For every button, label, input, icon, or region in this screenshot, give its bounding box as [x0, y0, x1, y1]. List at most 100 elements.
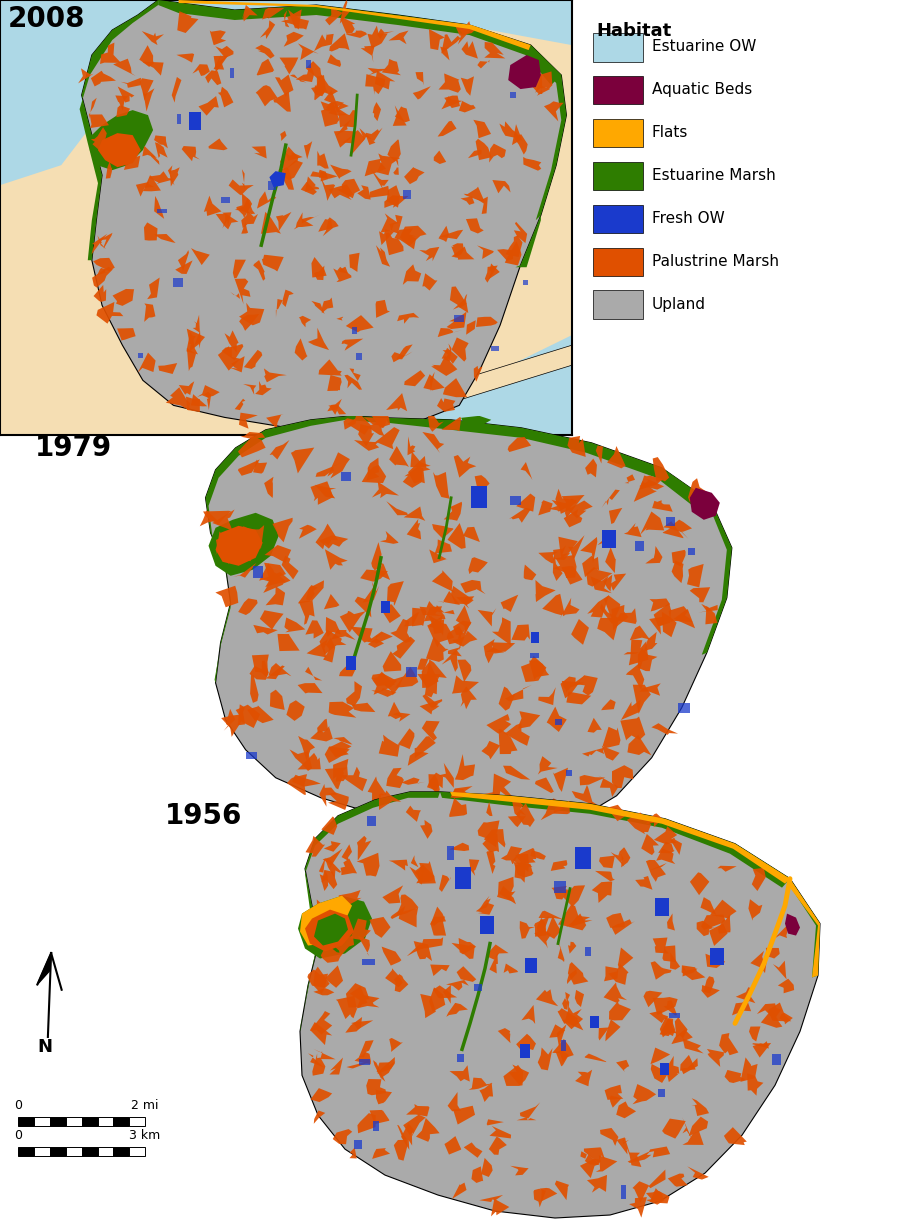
- Polygon shape: [320, 870, 328, 892]
- Polygon shape: [473, 366, 482, 382]
- Polygon shape: [500, 121, 521, 139]
- Polygon shape: [633, 1084, 656, 1104]
- Polygon shape: [641, 834, 659, 855]
- Polygon shape: [205, 416, 732, 833]
- Polygon shape: [349, 368, 361, 380]
- Polygon shape: [432, 570, 454, 593]
- Polygon shape: [408, 456, 430, 483]
- Polygon shape: [276, 212, 292, 231]
- Polygon shape: [256, 45, 274, 59]
- Bar: [253, 566, 264, 577]
- Bar: [554, 719, 562, 725]
- Polygon shape: [302, 214, 320, 224]
- Bar: [97, 1118, 113, 1126]
- Polygon shape: [785, 914, 800, 936]
- Bar: [447, 846, 454, 860]
- Polygon shape: [314, 914, 348, 945]
- Polygon shape: [453, 1106, 475, 1124]
- Polygon shape: [499, 729, 517, 755]
- Polygon shape: [645, 545, 662, 564]
- Polygon shape: [362, 465, 386, 483]
- Polygon shape: [314, 265, 324, 280]
- Polygon shape: [538, 756, 558, 774]
- Polygon shape: [387, 581, 404, 605]
- Polygon shape: [554, 801, 570, 815]
- Polygon shape: [598, 1027, 610, 1041]
- Polygon shape: [368, 457, 379, 475]
- Polygon shape: [652, 500, 672, 511]
- Polygon shape: [193, 314, 200, 333]
- Polygon shape: [213, 56, 228, 72]
- Polygon shape: [218, 346, 240, 371]
- Polygon shape: [358, 936, 370, 956]
- Polygon shape: [149, 171, 175, 183]
- Polygon shape: [320, 784, 338, 807]
- Polygon shape: [346, 1018, 362, 1032]
- Polygon shape: [329, 33, 349, 51]
- Polygon shape: [479, 895, 490, 910]
- Polygon shape: [664, 1000, 677, 1015]
- Polygon shape: [306, 580, 324, 600]
- Polygon shape: [419, 247, 439, 262]
- Polygon shape: [481, 810, 504, 834]
- Polygon shape: [339, 265, 348, 274]
- Polygon shape: [176, 260, 193, 274]
- Polygon shape: [452, 675, 479, 693]
- Polygon shape: [627, 1151, 652, 1163]
- Polygon shape: [706, 605, 717, 625]
- Bar: [354, 1140, 362, 1150]
- Polygon shape: [324, 841, 341, 851]
- Polygon shape: [407, 855, 418, 867]
- Polygon shape: [458, 624, 470, 651]
- Polygon shape: [314, 33, 334, 51]
- Polygon shape: [418, 674, 440, 697]
- Polygon shape: [536, 989, 558, 1007]
- Polygon shape: [717, 866, 737, 872]
- Polygon shape: [604, 982, 627, 1003]
- Polygon shape: [440, 791, 790, 888]
- Polygon shape: [239, 314, 259, 331]
- Text: 3 km: 3 km: [130, 1129, 161, 1142]
- Text: Flats: Flats: [652, 125, 688, 139]
- Polygon shape: [447, 1092, 461, 1112]
- Polygon shape: [492, 618, 510, 646]
- Polygon shape: [596, 1156, 617, 1172]
- Polygon shape: [422, 720, 440, 741]
- Polygon shape: [671, 1030, 693, 1044]
- Polygon shape: [177, 11, 198, 33]
- Polygon shape: [580, 775, 605, 785]
- Polygon shape: [572, 619, 589, 645]
- Polygon shape: [433, 472, 450, 499]
- Polygon shape: [428, 621, 454, 647]
- Polygon shape: [441, 34, 461, 54]
- Polygon shape: [305, 835, 325, 856]
- Polygon shape: [760, 1010, 782, 1027]
- Polygon shape: [492, 773, 512, 800]
- Polygon shape: [334, 131, 356, 148]
- Polygon shape: [186, 396, 200, 412]
- Polygon shape: [366, 470, 379, 481]
- Polygon shape: [486, 851, 495, 874]
- Polygon shape: [621, 700, 641, 720]
- Polygon shape: [508, 437, 531, 453]
- Polygon shape: [582, 747, 604, 757]
- Polygon shape: [426, 637, 448, 662]
- Polygon shape: [428, 615, 445, 635]
- Polygon shape: [400, 235, 416, 249]
- Polygon shape: [682, 1117, 692, 1139]
- Polygon shape: [136, 182, 154, 197]
- Polygon shape: [590, 576, 612, 593]
- Polygon shape: [464, 187, 485, 202]
- Polygon shape: [261, 212, 281, 234]
- Polygon shape: [325, 549, 347, 570]
- Polygon shape: [503, 723, 530, 746]
- Polygon shape: [454, 755, 475, 780]
- Polygon shape: [517, 1118, 536, 1120]
- Polygon shape: [392, 105, 407, 126]
- Polygon shape: [280, 147, 298, 170]
- Polygon shape: [241, 526, 254, 545]
- Polygon shape: [586, 567, 612, 587]
- Polygon shape: [560, 996, 568, 1010]
- Polygon shape: [499, 686, 516, 711]
- Polygon shape: [216, 214, 239, 230]
